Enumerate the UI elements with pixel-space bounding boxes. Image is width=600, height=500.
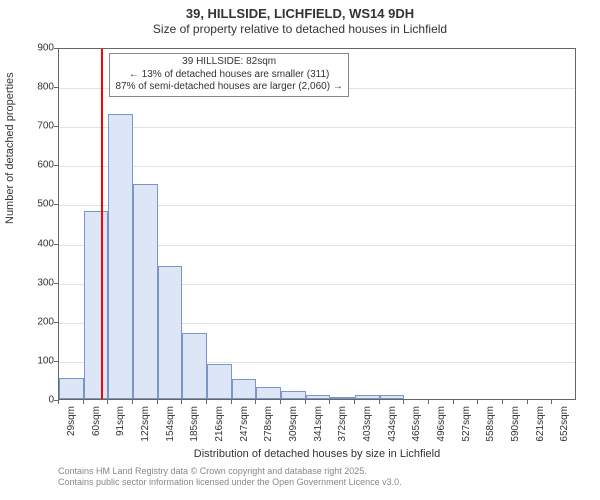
x-tick-mark bbox=[403, 400, 404, 404]
info-line2: ← 13% of detached houses are smaller (31… bbox=[115, 69, 342, 82]
gridline bbox=[59, 166, 575, 167]
x-tick-label: 278sqm bbox=[263, 406, 274, 446]
histogram-bar bbox=[256, 387, 281, 399]
x-tick-label: 652sqm bbox=[559, 406, 570, 446]
y-tick-label: 100 bbox=[37, 355, 54, 366]
x-axis-label: Distribution of detached houses by size … bbox=[58, 448, 576, 460]
histogram-bar bbox=[330, 397, 355, 399]
x-tick-label: 91sqm bbox=[115, 406, 126, 446]
x-tick-mark bbox=[428, 400, 429, 404]
x-tick-label: 465sqm bbox=[411, 406, 422, 446]
chart-container: 39, HILLSIDE, LICHFIELD, WS14 9DH Size o… bbox=[0, 0, 600, 500]
x-tick-label: 309sqm bbox=[288, 406, 299, 446]
histogram-bar bbox=[108, 114, 133, 400]
x-tick-label: 154sqm bbox=[165, 406, 176, 446]
histogram-bar bbox=[133, 184, 158, 399]
x-tick-mark bbox=[206, 400, 207, 404]
x-tick-label: 496sqm bbox=[436, 406, 447, 446]
plot-area: 39 HILLSIDE: 82sqm ← 13% of detached hou… bbox=[58, 48, 576, 400]
info-line3: 87% of semi-detached houses are larger (… bbox=[115, 81, 342, 94]
x-tick-label: 434sqm bbox=[387, 406, 398, 446]
x-tick-mark bbox=[181, 400, 182, 404]
histogram-bar bbox=[207, 364, 232, 399]
histogram-bar bbox=[158, 266, 183, 399]
histogram-bar bbox=[182, 333, 207, 399]
y-tick-label: 500 bbox=[37, 199, 54, 210]
x-tick-mark bbox=[107, 400, 108, 404]
y-tick-label: 300 bbox=[37, 277, 54, 288]
y-tick-label: 400 bbox=[37, 238, 54, 249]
histogram-bar bbox=[232, 379, 257, 399]
x-tick-label: 341sqm bbox=[313, 406, 324, 446]
histogram-bar bbox=[355, 395, 380, 399]
x-tick-label: 216sqm bbox=[214, 406, 225, 446]
info-box: 39 HILLSIDE: 82sqm ← 13% of detached hou… bbox=[109, 53, 348, 97]
y-tick-label: 600 bbox=[37, 160, 54, 171]
x-tick-mark bbox=[58, 400, 59, 404]
x-tick-label: 122sqm bbox=[140, 406, 151, 446]
x-tick-mark bbox=[231, 400, 232, 404]
x-tick-label: 590sqm bbox=[510, 406, 521, 446]
footer-line1: Contains HM Land Registry data © Crown c… bbox=[58, 466, 402, 477]
x-tick-mark bbox=[83, 400, 84, 404]
histogram-bar bbox=[59, 378, 84, 400]
title-line1: 39, HILLSIDE, LICHFIELD, WS14 9DH bbox=[0, 6, 600, 21]
x-tick-mark bbox=[157, 400, 158, 404]
info-line1: 39 HILLSIDE: 82sqm bbox=[115, 56, 342, 69]
x-tick-mark bbox=[132, 400, 133, 404]
x-tick-label: 60sqm bbox=[91, 406, 102, 446]
x-tick-mark bbox=[551, 400, 552, 404]
x-tick-mark bbox=[527, 400, 528, 404]
histogram-bar bbox=[380, 395, 405, 399]
x-tick-mark bbox=[329, 400, 330, 404]
footer-line2: Contains public sector information licen… bbox=[58, 477, 402, 488]
x-tick-label: 185sqm bbox=[189, 406, 200, 446]
x-tick-label: 29sqm bbox=[66, 406, 77, 446]
y-tick-label: 200 bbox=[37, 316, 54, 327]
histogram-bar bbox=[306, 395, 331, 399]
x-tick-mark bbox=[477, 400, 478, 404]
x-tick-label: 621sqm bbox=[535, 406, 546, 446]
histogram-bar bbox=[281, 391, 306, 399]
x-tick-label: 527sqm bbox=[461, 406, 472, 446]
x-tick-mark bbox=[280, 400, 281, 404]
property-marker-line bbox=[101, 49, 103, 399]
x-tick-mark bbox=[255, 400, 256, 404]
y-tick-label: 900 bbox=[37, 43, 54, 54]
footer-note: Contains HM Land Registry data © Crown c… bbox=[58, 466, 402, 489]
x-tick-mark bbox=[305, 400, 306, 404]
y-tick-label: 700 bbox=[37, 121, 54, 132]
x-tick-mark bbox=[502, 400, 503, 404]
histogram-bar bbox=[84, 211, 109, 399]
title-line2: Size of property relative to detached ho… bbox=[0, 22, 600, 36]
chart-title: 39, HILLSIDE, LICHFIELD, WS14 9DH Size o… bbox=[0, 0, 600, 36]
x-tick-label: 558sqm bbox=[485, 406, 496, 446]
x-tick-mark bbox=[453, 400, 454, 404]
x-tick-mark bbox=[354, 400, 355, 404]
x-tick-label: 372sqm bbox=[337, 406, 348, 446]
y-axis-label: Number of detached properties bbox=[4, 72, 16, 224]
y-tick-label: 800 bbox=[37, 82, 54, 93]
gridline bbox=[59, 127, 575, 128]
x-tick-mark bbox=[379, 400, 380, 404]
x-tick-label: 403sqm bbox=[362, 406, 373, 446]
x-tick-label: 247sqm bbox=[239, 406, 250, 446]
